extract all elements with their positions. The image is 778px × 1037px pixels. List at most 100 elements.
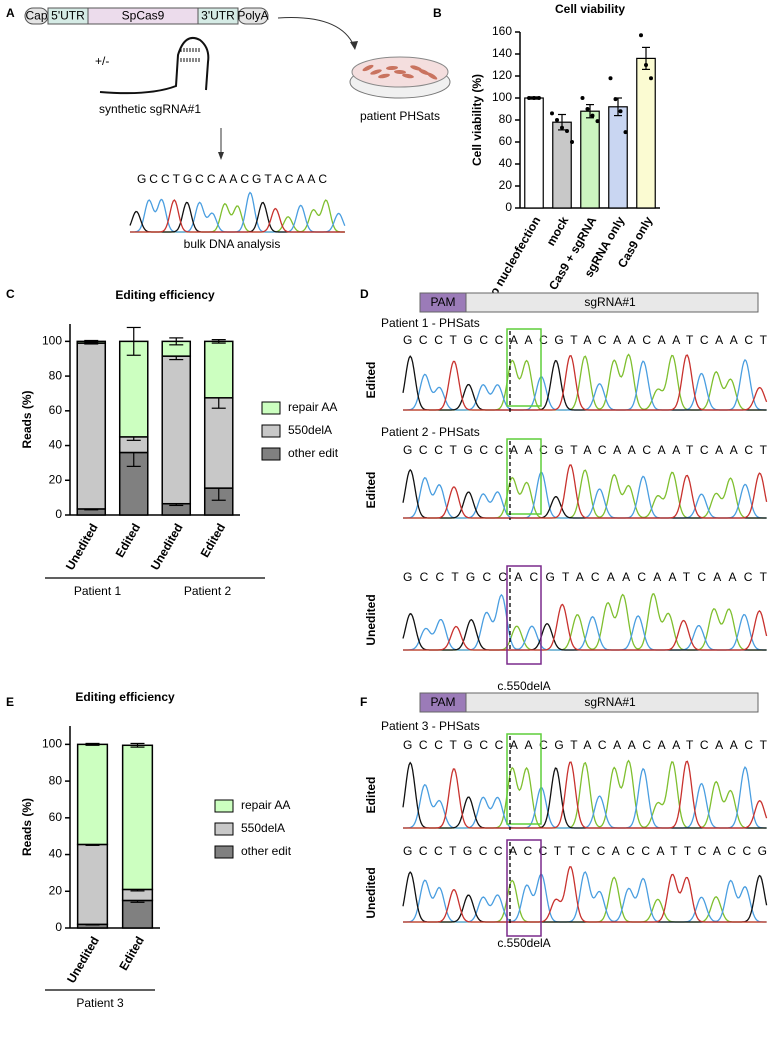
y-tick-label: 20 <box>499 178 513 192</box>
trace-label: Edited <box>364 362 378 399</box>
pam-label: PAM <box>430 695 455 709</box>
y-tick-label: 100 <box>42 737 62 751</box>
data-point <box>555 118 559 122</box>
cell <box>426 72 438 80</box>
data-point <box>527 96 531 100</box>
bar-segment <box>76 342 107 510</box>
cell <box>370 69 382 75</box>
panel-letter: B <box>433 6 442 20</box>
data-point <box>608 76 613 81</box>
highlight-box <box>506 839 542 937</box>
construct-label: PolyA <box>237 9 268 23</box>
bar-segment <box>203 397 234 489</box>
legend-label: other edit <box>288 446 339 460</box>
y-tick-label: 60 <box>49 403 63 417</box>
y-axis-label: Reads (%) <box>20 798 34 856</box>
panel-letter: F <box>360 695 367 709</box>
trace <box>403 759 767 829</box>
mutation-label: c.550delA <box>497 679 550 693</box>
x-tick-label: Edited <box>198 521 228 560</box>
panel-letter: D <box>360 287 369 301</box>
legend-swatch <box>261 447 281 461</box>
trace <box>403 464 768 519</box>
bar <box>608 106 628 209</box>
x-tick-label: Unedited <box>148 521 186 572</box>
x-tick-label: Unedited <box>63 521 101 572</box>
cell <box>362 64 374 72</box>
data-point <box>639 33 643 38</box>
construct-label: SpCas9 <box>122 9 165 23</box>
sequence: GCCTGCCAACGTACAACAATCAACT <box>403 443 768 457</box>
data-point <box>537 96 541 100</box>
data-point <box>550 111 554 116</box>
panel-letter: E <box>6 695 14 709</box>
sequence: GCCTGCCACCTTCCACCATTCACCG <box>403 844 767 858</box>
data-point <box>560 125 564 130</box>
y-tick-label: 0 <box>55 920 62 934</box>
x-tick-label: Edited <box>113 521 143 560</box>
cell <box>394 69 406 75</box>
y-tick-label: 60 <box>49 810 63 824</box>
data-point <box>613 97 618 102</box>
highlight-box <box>506 328 542 407</box>
x-tick-label: no nucleofection <box>483 214 543 304</box>
bar-segment <box>76 843 109 926</box>
sequence: GCCTGCCACGTACAACAATCAACT <box>403 570 768 584</box>
trace <box>129 201 345 233</box>
x-tick-label: mock <box>544 214 572 248</box>
data-point <box>580 96 585 100</box>
bar-segment <box>118 340 149 438</box>
highlight-box <box>506 438 542 515</box>
construct-label: 3'UTR <box>201 9 235 23</box>
trace-title: Patient 1 - PHSats <box>381 316 480 330</box>
panel-letter: C <box>6 287 15 301</box>
data-point <box>623 130 628 135</box>
trace <box>403 871 767 923</box>
trace-label: Edited <box>364 777 378 814</box>
sgrna <box>99 36 210 95</box>
y-axis-label: Reads (%) <box>20 390 34 448</box>
group-label: Patient 2 <box>184 584 232 598</box>
bar <box>580 110 600 209</box>
legend-swatch <box>261 401 281 415</box>
trace-title: Patient 2 - PHSats <box>381 425 480 439</box>
highlight-box <box>506 565 542 665</box>
data-point <box>585 107 590 111</box>
y-tick-label: 100 <box>492 90 512 104</box>
trace <box>403 593 767 651</box>
pam-box <box>419 292 467 313</box>
bar-segment <box>76 743 109 846</box>
y-tick-label: 40 <box>49 847 63 861</box>
legend-label: other edit <box>241 844 292 858</box>
trace <box>402 612 767 651</box>
data-point <box>590 113 595 118</box>
y-tick-label: 0 <box>505 200 512 214</box>
legend-swatch <box>214 822 234 836</box>
data-point <box>565 129 569 133</box>
bar-segment <box>121 744 154 891</box>
cell <box>418 68 430 76</box>
construct-segment <box>237 7 269 25</box>
bar <box>524 97 544 209</box>
bar <box>552 121 572 209</box>
trace <box>403 353 767 411</box>
y-tick-label: 40 <box>499 156 513 170</box>
trace-label: Edited <box>364 472 378 509</box>
bar-segment <box>161 355 192 505</box>
trace-label: Unedited <box>364 594 378 645</box>
trace <box>130 199 345 233</box>
construct-label: Cap <box>25 9 47 23</box>
y-tick-label: 120 <box>492 68 512 82</box>
cell <box>378 73 390 79</box>
mutation-label: c.550delA <box>497 936 550 950</box>
guide-label: sgRNA#1 <box>584 295 636 309</box>
group-label: Patient 1 <box>74 584 122 598</box>
bar-segment <box>121 899 154 929</box>
analysis-label: bulk DNA analysis <box>184 237 281 251</box>
y-tick-label: 100 <box>42 334 62 348</box>
trace-title: Patient 3 - PHSats <box>381 719 480 733</box>
chart-title: Editing efficiency <box>75 690 175 704</box>
trace <box>130 199 345 233</box>
y-tick-label: 20 <box>49 472 63 486</box>
